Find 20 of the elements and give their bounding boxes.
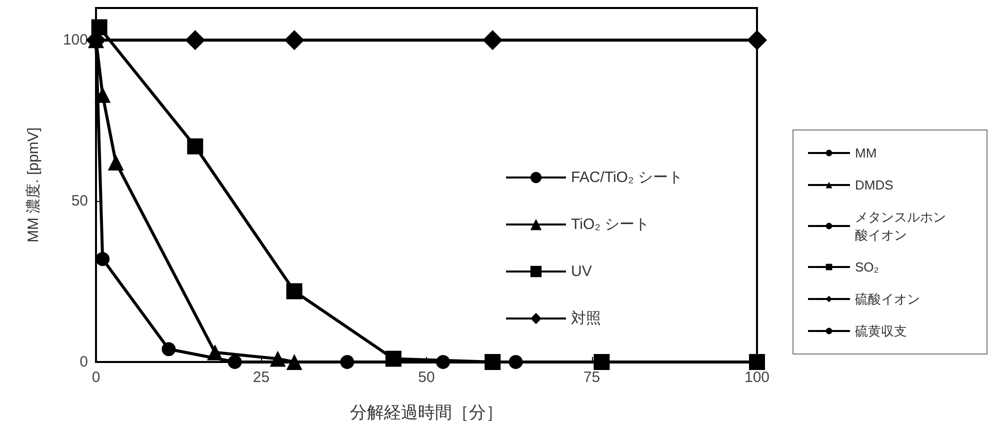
legend-label: SO₂ (855, 260, 879, 274)
legend-label: UV (571, 263, 592, 280)
legend-label: MM (855, 146, 877, 160)
x-tick-label: 50 (418, 369, 435, 386)
y-tick-label: 50 (71, 192, 88, 210)
legend-label: メタンスルホン酸イオン (855, 210, 946, 242)
legend-label: 硫酸イオン (855, 292, 920, 306)
x-tick-label: 100 (744, 369, 770, 386)
legend-label: FAC/TiO₂ シート (571, 169, 683, 186)
x-tick-label: 75 (583, 369, 600, 386)
legend-label: 対照 (571, 310, 601, 327)
x-axis-title: 分解経過時間［分］ (350, 403, 503, 422)
legend-label: DMDS (855, 178, 894, 192)
legend-label: 硫黄収支 (855, 324, 907, 338)
y-axis-title: MM 濃度. [ppmV] (25, 127, 42, 243)
x-tick-label: 25 (252, 369, 270, 386)
y-tick-label: 100 (62, 32, 88, 49)
legend-label: TiO₂ シート (571, 216, 650, 233)
x-tick-label: 0 (92, 369, 100, 386)
y-tick-label: 0 (80, 354, 88, 370)
